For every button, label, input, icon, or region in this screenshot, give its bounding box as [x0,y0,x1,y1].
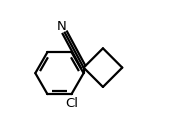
Text: Cl: Cl [66,97,79,110]
Text: N: N [56,20,66,33]
